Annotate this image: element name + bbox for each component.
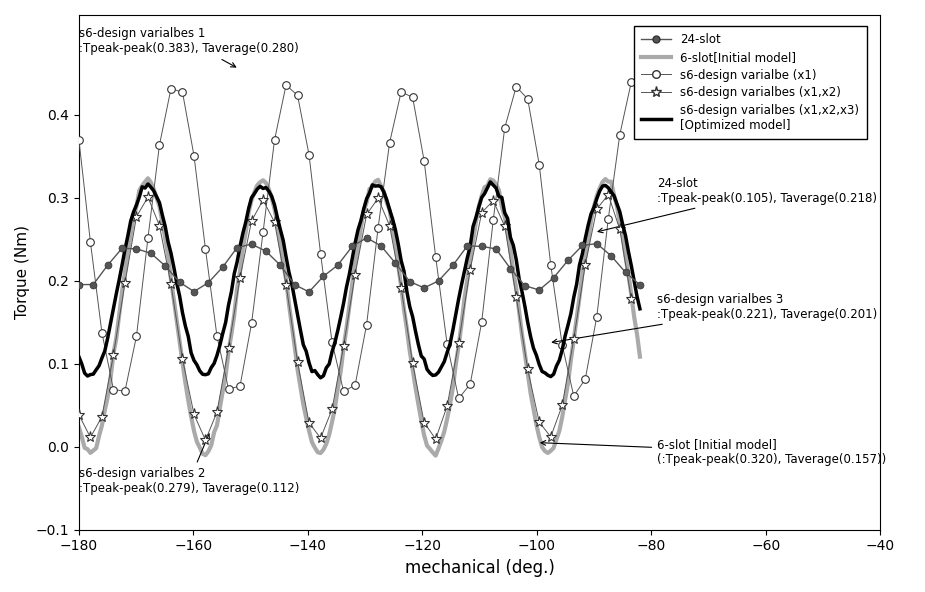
Legend: 24-slot, 6-slot[Initial model], s6-design varialbe (x1), s6-design varialbes (x1: 24-slot, 6-slot[Initial model], s6-desig… — [635, 26, 867, 139]
Text: 6-slot [Initial model]
(:Tpeak-peak(0.320), Taverage(0.157)): 6-slot [Initial model] (:Tpeak-peak(0.32… — [541, 438, 886, 466]
Text: 24-slot
:Tpeak-peak(0.105), Taverage(0.218): 24-slot :Tpeak-peak(0.105), Taverage(0.2… — [598, 177, 877, 233]
Text: s6-design varialbes 3
:Tpeak-peak(0.221), Taverage(0.201): s6-design varialbes 3 :Tpeak-peak(0.221)… — [552, 293, 878, 344]
Text: s6-design varialbes 2
:Tpeak-peak(0.279), Taverage(0.112): s6-design varialbes 2 :Tpeak-peak(0.279)… — [79, 434, 300, 496]
X-axis label: mechanical (deg.): mechanical (deg.) — [405, 559, 555, 577]
Text: s6-design varialbes 1
:Tpeak-peak(0.383), Taverage(0.280): s6-design varialbes 1 :Tpeak-peak(0.383)… — [79, 27, 299, 67]
Y-axis label: Torque (Nm): Torque (Nm) — [15, 226, 30, 319]
